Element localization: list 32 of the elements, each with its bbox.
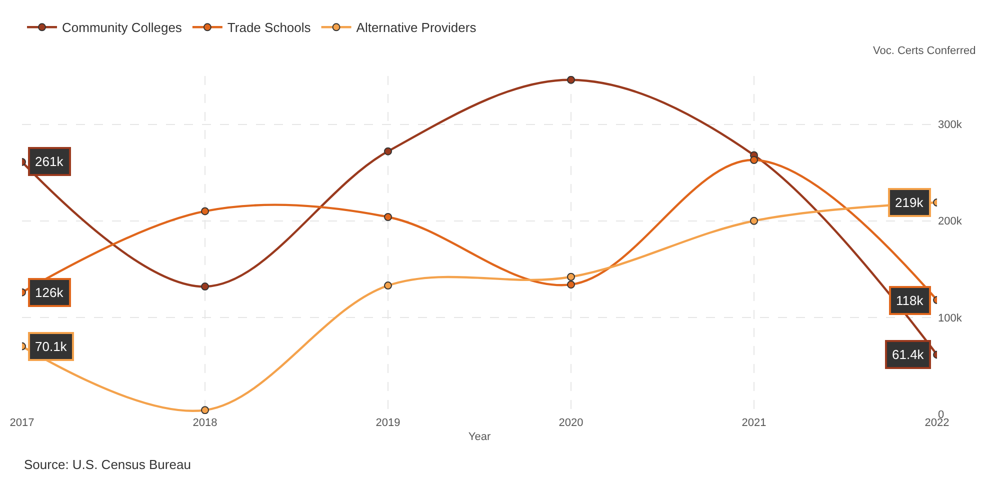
point [384, 212, 392, 221]
point [750, 156, 758, 164]
x-tick-label: 2019 [376, 417, 400, 429]
data-label: 61.4k [892, 347, 924, 362]
data-label: 118k [896, 293, 924, 308]
data-label: 70.1k [35, 339, 68, 354]
legend-label: Community Colleges [62, 20, 182, 36]
point [384, 147, 392, 156]
point [201, 406, 209, 414]
source-note: Source: U.S. Census Bureau [24, 457, 191, 472]
point [750, 216, 758, 225]
y-tick-label: 100k [938, 312, 962, 324]
x-tick-label: 2021 [742, 417, 766, 429]
x-tick-label: 2018 [192, 417, 218, 429]
x-tick-label: 2022 [924, 417, 950, 429]
data-label: 261k [35, 154, 64, 169]
data-label: 126k [35, 285, 64, 300]
point [567, 280, 575, 289]
point [567, 76, 575, 84]
x-axis-title: Year [468, 431, 491, 444]
x-tick-label: 2017 [10, 417, 34, 429]
y-tick-label: 300k [938, 119, 962, 132]
point [201, 207, 209, 216]
y-tick-label: 200k [938, 216, 962, 228]
point [567, 272, 575, 281]
y-axis-title: Voc. Certs Conferred [873, 45, 976, 57]
legend-label: Alternative Providers [356, 20, 477, 36]
data-label: 219k [895, 195, 924, 210]
x-tick-label: 2020 [558, 417, 584, 429]
point [384, 282, 392, 290]
legend-label: Trade Schools [227, 20, 312, 36]
point [201, 282, 209, 291]
